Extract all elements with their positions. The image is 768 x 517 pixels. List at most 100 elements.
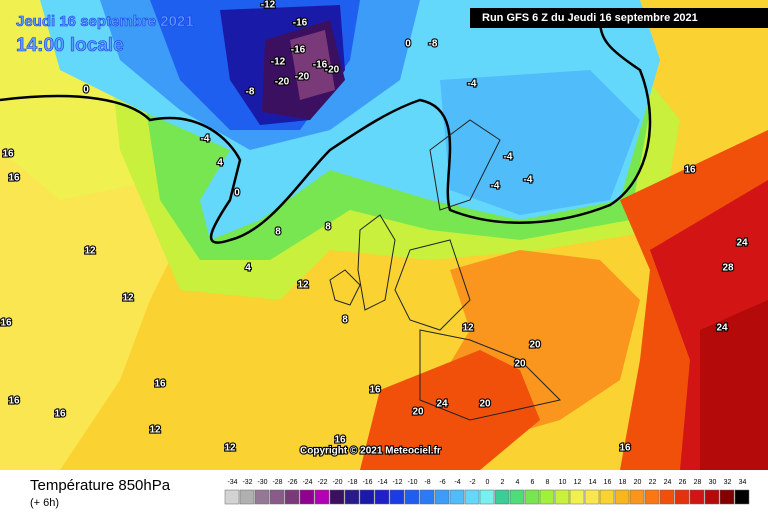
contour-label: 12 — [224, 443, 236, 454]
map-background — [0, 0, 768, 470]
colorbar-label: 30 — [709, 479, 717, 486]
map-time: 14:00 locale — [16, 35, 124, 56]
colorbar-swatch — [629, 489, 645, 505]
contour-label: 24 — [436, 399, 448, 410]
contour-label: 16 — [8, 173, 20, 184]
colorbar-swatch — [539, 489, 555, 505]
colorbar-swatch — [314, 489, 330, 505]
contour-label: -8 — [429, 39, 438, 50]
colorbar-swatch — [284, 489, 300, 505]
contour-label: 12 — [149, 425, 161, 436]
colorbar-label: -28 — [272, 479, 282, 486]
colorbar-label: 6 — [531, 479, 535, 486]
colorbar-label: -12 — [392, 479, 402, 486]
contour-label: 20 — [529, 340, 541, 351]
contour-label: 0 — [234, 188, 240, 199]
colorbar-swatch — [374, 489, 390, 505]
contour-label: 16 — [369, 385, 381, 396]
colorbar-label: -2 — [469, 479, 475, 486]
colorbar-swatch — [524, 489, 540, 505]
contour-label: 20 — [412, 407, 424, 418]
colorbar-swatch — [734, 489, 750, 505]
colorbar-swatch — [389, 489, 405, 505]
colorbar-swatch — [494, 489, 510, 505]
colorbar-label: -8 — [424, 479, 430, 486]
contour-label: -16 — [293, 18, 308, 29]
colorbar-swatch — [659, 489, 675, 505]
contour-label: 16 — [684, 165, 696, 176]
colorbar-label: -26 — [287, 479, 297, 486]
colorbar-label: -20 — [332, 479, 342, 486]
map-date: Jeudi 16 septembre 2021 — [16, 13, 194, 30]
colorbar-label: -4 — [454, 479, 460, 486]
colorbar-swatch — [434, 489, 450, 505]
contour-label: 20 — [479, 399, 491, 410]
coastlines — [329, 119, 561, 421]
contour-label: -20 — [295, 72, 310, 83]
contour-label: 24 — [736, 238, 748, 249]
colorbar-label: 28 — [694, 479, 702, 486]
colorbar-swatch — [254, 489, 270, 505]
colorbar-label: 34 — [739, 479, 747, 486]
colorbar-swatch — [344, 489, 360, 505]
contour-label: 8 — [342, 315, 348, 326]
colorbar-swatch — [704, 489, 720, 505]
colorbar-label: 10 — [559, 479, 567, 486]
colorbar-swatch — [479, 489, 495, 505]
colorbar-swatch — [614, 489, 630, 505]
colorbar-label: -32 — [242, 479, 252, 486]
colorbar-swatch — [509, 489, 525, 505]
contour-label: -12 — [271, 57, 286, 68]
contour-label: 20 — [514, 359, 526, 370]
colorbar-label: 8 — [546, 479, 550, 486]
contour-label: 16 — [619, 443, 631, 454]
contour-label: 16 — [0, 318, 12, 329]
colorbar-swatch — [689, 489, 705, 505]
run-info: Run GFS 6 Z du Jeudi 16 septembre 2021 — [482, 12, 698, 24]
contour-label: -4 — [201, 134, 210, 145]
colorbar-label: -14 — [377, 479, 387, 486]
contour-label: 0 — [83, 85, 89, 96]
contour-label: 8 — [275, 227, 281, 238]
colorbar-swatch — [644, 489, 660, 505]
contour-label: -12 — [261, 0, 276, 11]
colorbar-swatch — [239, 489, 255, 505]
colorbar-label: 32 — [724, 479, 732, 486]
colorbar-swatch — [359, 489, 375, 505]
colorbar-swatch — [404, 489, 420, 505]
contour-label: 28 — [722, 263, 734, 274]
colorbar-label: 14 — [589, 479, 597, 486]
contour-label: 16 — [8, 396, 20, 407]
colorbar-swatch — [464, 489, 480, 505]
colorbar-label: -18 — [347, 479, 357, 486]
colorbar-swatch — [329, 489, 345, 505]
contour-label: 16 — [334, 435, 346, 446]
colorbar-swatch — [224, 489, 240, 505]
colorbar-swatch — [419, 489, 435, 505]
colorbar-label: 18 — [619, 479, 627, 486]
colorbar-label: -6 — [439, 479, 445, 486]
colorbar-label: -30 — [257, 479, 267, 486]
copyright: Copyright © 2021 Meteociel.fr — [300, 446, 441, 457]
colorbar-label: 4 — [516, 479, 520, 486]
colorbar-label: -10 — [407, 479, 417, 486]
colorbar-swatch — [449, 489, 465, 505]
colorbar-swatch — [719, 489, 735, 505]
contour-label: 4 — [245, 263, 251, 274]
contour-label: -4 — [504, 152, 513, 163]
footer-title: Température 850hPa — [30, 477, 171, 494]
colorbar-label: 16 — [604, 479, 612, 486]
footer-lead: (+ 6h) — [30, 497, 59, 509]
contour-label: -4 — [468, 79, 477, 90]
contour-label: 16 — [2, 149, 14, 160]
contour-label: 12 — [122, 293, 134, 304]
colorbar-swatch — [584, 489, 600, 505]
colorbar-swatch — [299, 489, 315, 505]
contour-label: -4 — [524, 175, 533, 186]
contour-label: 8 — [325, 222, 331, 233]
colorbar-label: 20 — [634, 479, 642, 486]
colorbar-label: 2 — [501, 479, 505, 486]
contour-label: -20 — [275, 77, 290, 88]
colorbar-swatch — [599, 489, 615, 505]
